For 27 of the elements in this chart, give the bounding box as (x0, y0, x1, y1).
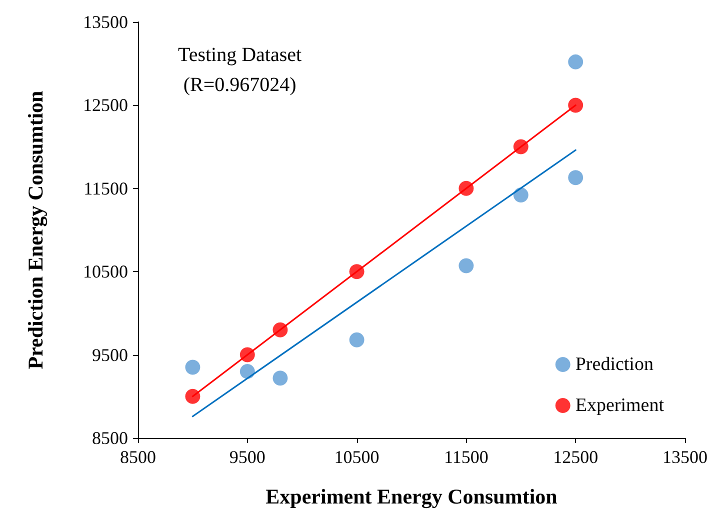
point (185, 388, 200, 404)
point (349, 332, 364, 348)
point (185, 360, 200, 375)
y-tick-label: 12500 (83, 95, 128, 116)
point (240, 364, 255, 379)
point (458, 258, 474, 274)
x-tick-label: 11500 (444, 447, 488, 467)
point (568, 54, 584, 70)
legend-label: Prediction (575, 354, 654, 375)
point (272, 370, 288, 386)
point (513, 188, 528, 203)
x-tick-label: 13500 (662, 447, 708, 467)
y-tick-label: 10500 (83, 262, 128, 282)
y-tick-label: 9500 (92, 344, 128, 365)
y-tick-label: 8500 (92, 428, 128, 448)
x-tick-label: 8500 (120, 447, 156, 467)
x-tick-label: 10500 (334, 447, 380, 467)
annotation: Testing Dataset (R=0.967024) (178, 44, 302, 96)
x-tick-label: 12500 (553, 447, 598, 467)
legend-label: Experiment (575, 395, 665, 416)
x-tick-label: 9500 (229, 447, 266, 467)
y-axis-title: Prediction Energy Consumtion (24, 90, 48, 370)
point (568, 98, 584, 113)
x-axis-title: Experiment Energy Consumtion (266, 484, 558, 508)
y-tick-label: 11500 (84, 178, 128, 198)
y-tick-label: 13500 (83, 12, 128, 32)
point (568, 170, 584, 186)
